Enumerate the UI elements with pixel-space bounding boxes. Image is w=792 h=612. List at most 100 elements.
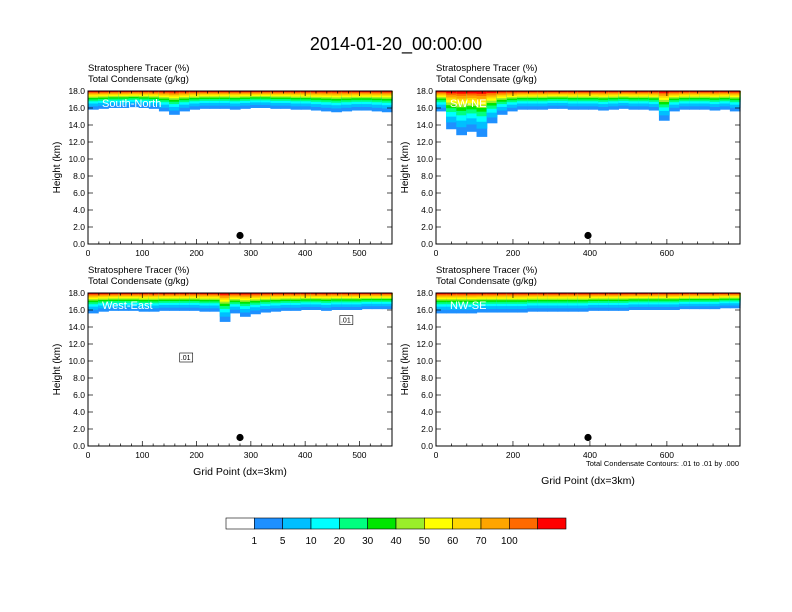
tracer-cell — [260, 91, 271, 93]
tracer-cell — [669, 91, 680, 93]
y-axis-label: Height (km) — [400, 142, 411, 194]
tracer-cell — [669, 293, 680, 295]
colorbar-swatch — [310, 517, 340, 530]
y-tick-label: 8.0 — [73, 373, 85, 383]
tracer-cell — [648, 293, 660, 295]
colorbar-swatch — [480, 517, 510, 530]
tracer-cell — [598, 293, 609, 295]
tracer-cell — [648, 91, 660, 93]
tracer-cell — [290, 91, 302, 93]
tracer-cell — [436, 293, 447, 295]
tracer-cell — [628, 293, 640, 295]
tracer-cell — [658, 91, 670, 93]
tracer-cell — [486, 293, 498, 295]
x-tick-label: 400 — [298, 248, 312, 258]
tracer-cell — [321, 91, 332, 93]
y-tick-label: 12.0 — [416, 137, 433, 147]
x-tick-label: 400 — [298, 450, 312, 460]
y-tick-label: 14.0 — [68, 322, 85, 332]
y-tick-label: 18.0 — [68, 288, 85, 298]
tracer-cell — [331, 293, 342, 295]
y-tick-label: 4.0 — [73, 407, 85, 417]
tracer-cell — [527, 293, 538, 295]
tracer-cell — [557, 91, 569, 93]
plot-area — [88, 91, 392, 244]
y-tick-label: 14.0 — [416, 322, 433, 332]
tracer-cell — [98, 293, 109, 295]
tracer-cell — [567, 293, 579, 295]
y-tick-label: 18.0 — [416, 288, 433, 298]
tracer-field — [436, 293, 741, 314]
y-tick-label: 18.0 — [68, 86, 85, 96]
tracer-cell — [219, 293, 231, 295]
x-tick-label: 400 — [583, 450, 597, 460]
tracer-cell — [118, 293, 130, 295]
y-tick-label: 10.0 — [68, 356, 85, 366]
y-axis-label: Height (km) — [52, 142, 63, 194]
tracer-cell — [270, 91, 282, 93]
x-tick-label: 0 — [434, 450, 439, 460]
tracer-cell — [517, 293, 528, 295]
colorbar-swatch — [339, 517, 368, 530]
location-marker — [584, 231, 592, 240]
contour-label: .01 — [341, 318, 351, 325]
tracer-cell — [699, 91, 711, 93]
tracer-cell — [689, 91, 701, 93]
tracer-cell — [351, 91, 363, 93]
tracer-cell — [280, 91, 292, 93]
y-tick-label: 16.0 — [416, 103, 433, 113]
y-tick-label: 10.0 — [68, 154, 85, 164]
tracer-cell — [250, 293, 261, 295]
y-tick-label: 0.0 — [421, 441, 433, 451]
colorbar-label: 50 — [419, 536, 431, 547]
panel-label: SW-NE — [450, 98, 486, 110]
panel-title-line2: Total Condensate (g/kg) — [436, 74, 537, 85]
y-axis: 0.0 2.0 4.0 6.0 8.0 10.0 12.0 14.0 16.0 18.0 Heigh… — [400, 288, 740, 451]
y-axis: 0.0 2.0 4.0 6.0 8.0 10.0 12.0 14.0 16.0 18.0 Heigh… — [52, 288, 392, 451]
y-tick-label: 18.0 — [416, 86, 433, 96]
colorbar-swatch — [225, 517, 255, 530]
tracer-field — [436, 91, 741, 137]
panel-title-line1: Stratosphere Tracer (%) — [436, 265, 537, 276]
tracer-cell — [567, 91, 579, 93]
tracer-cell — [179, 91, 190, 93]
tracer-cell — [608, 293, 619, 295]
colorbar-label: 5 — [280, 536, 286, 547]
tracer-cell — [138, 293, 150, 295]
x-tick-label: 400 — [583, 248, 597, 258]
tracer-cell — [719, 91, 731, 93]
tracer-cell — [638, 293, 650, 295]
colorbar-label: 40 — [390, 536, 402, 547]
colorbar-label: 100 — [501, 536, 518, 547]
panel-title-line1: Stratosphere Tracer (%) — [436, 63, 537, 74]
tracer-cell — [169, 293, 180, 295]
x-axis: 0 100 200 300 400 500 — [86, 91, 393, 258]
y-tick-label: 10.0 — [416, 356, 433, 366]
tracer-cell — [588, 91, 599, 93]
tracer-cell — [608, 91, 619, 93]
panel-title-line2: Total Condensate (g/kg) — [436, 276, 537, 287]
tracer-cell — [341, 293, 353, 295]
tracer-cell — [588, 293, 599, 295]
panels-group: Stratosphere Tracer (%)Total Condensate … — [52, 63, 741, 487]
y-tick-label: 2.0 — [421, 222, 433, 232]
location-marker — [236, 433, 244, 442]
colorbar-label: 20 — [334, 536, 346, 547]
tracer-cell — [229, 293, 241, 295]
y-tick-label: 12.0 — [68, 137, 85, 147]
tracer-cell — [527, 91, 538, 93]
tracer-cell — [148, 91, 160, 93]
y-tick-label: 16.0 — [416, 305, 433, 315]
tracer-cell — [361, 91, 373, 93]
tracer-cell — [88, 293, 99, 295]
colorbar-swatch — [282, 517, 312, 530]
contour-label: .01 — [181, 355, 191, 362]
tracer-cell — [321, 293, 332, 295]
colorbar-swatch — [395, 517, 425, 530]
tracer-cell — [118, 91, 130, 93]
y-axis-label: Height (km) — [52, 344, 63, 396]
colorbar-label: 1 — [252, 536, 258, 547]
y-tick-label: 8.0 — [73, 171, 85, 181]
tracer-cell — [618, 293, 630, 295]
location-marker — [236, 231, 244, 240]
